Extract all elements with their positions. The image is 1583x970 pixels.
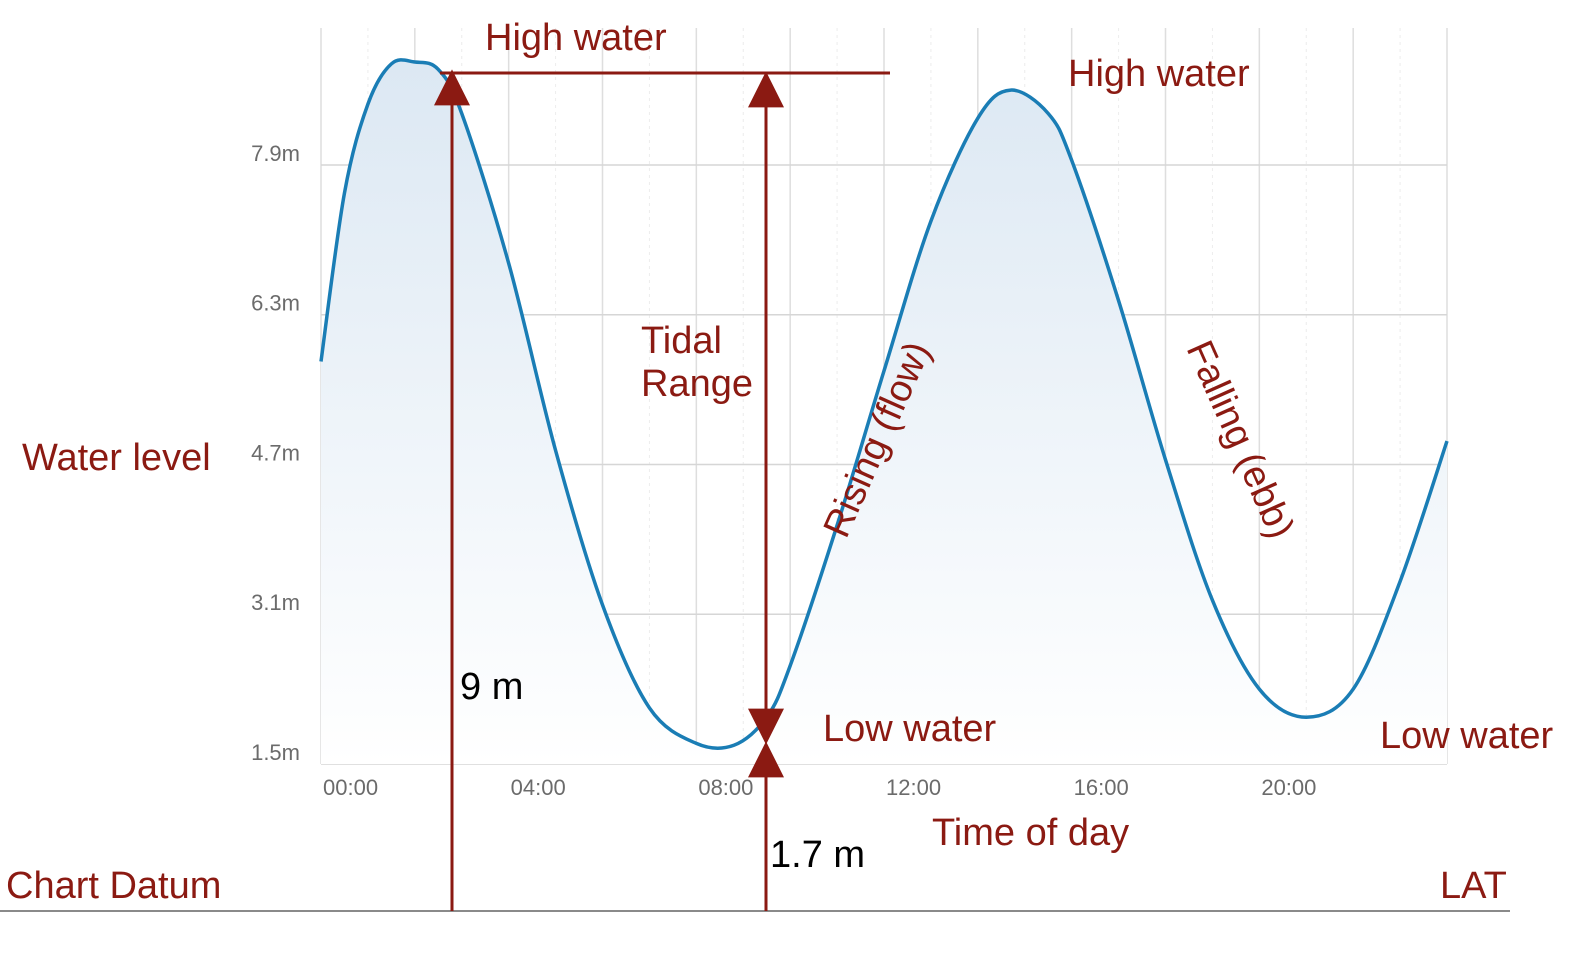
chart-datum-label: Chart Datum (6, 865, 221, 907)
x-tick-label: 12:00 (886, 775, 941, 800)
high-water-label-2: High water (1068, 53, 1250, 95)
y-tick-label: 3.1m (251, 590, 300, 615)
x-tick-label: 00:00 (323, 775, 378, 800)
y-tick-label: 6.3m (251, 291, 300, 316)
falling-ebb-label: Falling (ebb) (1178, 335, 1302, 545)
tidal-range-label-line2: Range (641, 363, 753, 405)
y-axis-title: Water level (22, 437, 211, 479)
high-water-label-1: High water (485, 17, 667, 59)
x-axis-title: Time of day (932, 812, 1129, 854)
x-tick-label: 20:00 (1261, 775, 1316, 800)
y-tick-label: 7.9m (251, 141, 300, 166)
y-tick-label: 1.5m (251, 740, 300, 765)
y-tick-label: 4.7m (251, 440, 300, 465)
x-tick-label: 04:00 (511, 775, 566, 800)
low-water-label-2: Low water (1380, 715, 1554, 757)
x-tick-label: 16:00 (1074, 775, 1129, 800)
low-water-height-label: 1.7 m (770, 834, 865, 876)
water-level-area (321, 59, 1447, 765)
lat-label: LAT (1440, 865, 1507, 907)
tidal-range-label-line1: Tidal (641, 320, 722, 362)
x-tick-label: 08:00 (698, 775, 753, 800)
high-water-height-label: 9 m (460, 666, 523, 708)
axis-ticks: 1.5m 3.1m 4.7m 6.3m 7.9m 00:00 04:00 08:00 12:00… (251, 141, 1316, 800)
low-water-label-1: Low water (823, 708, 997, 750)
